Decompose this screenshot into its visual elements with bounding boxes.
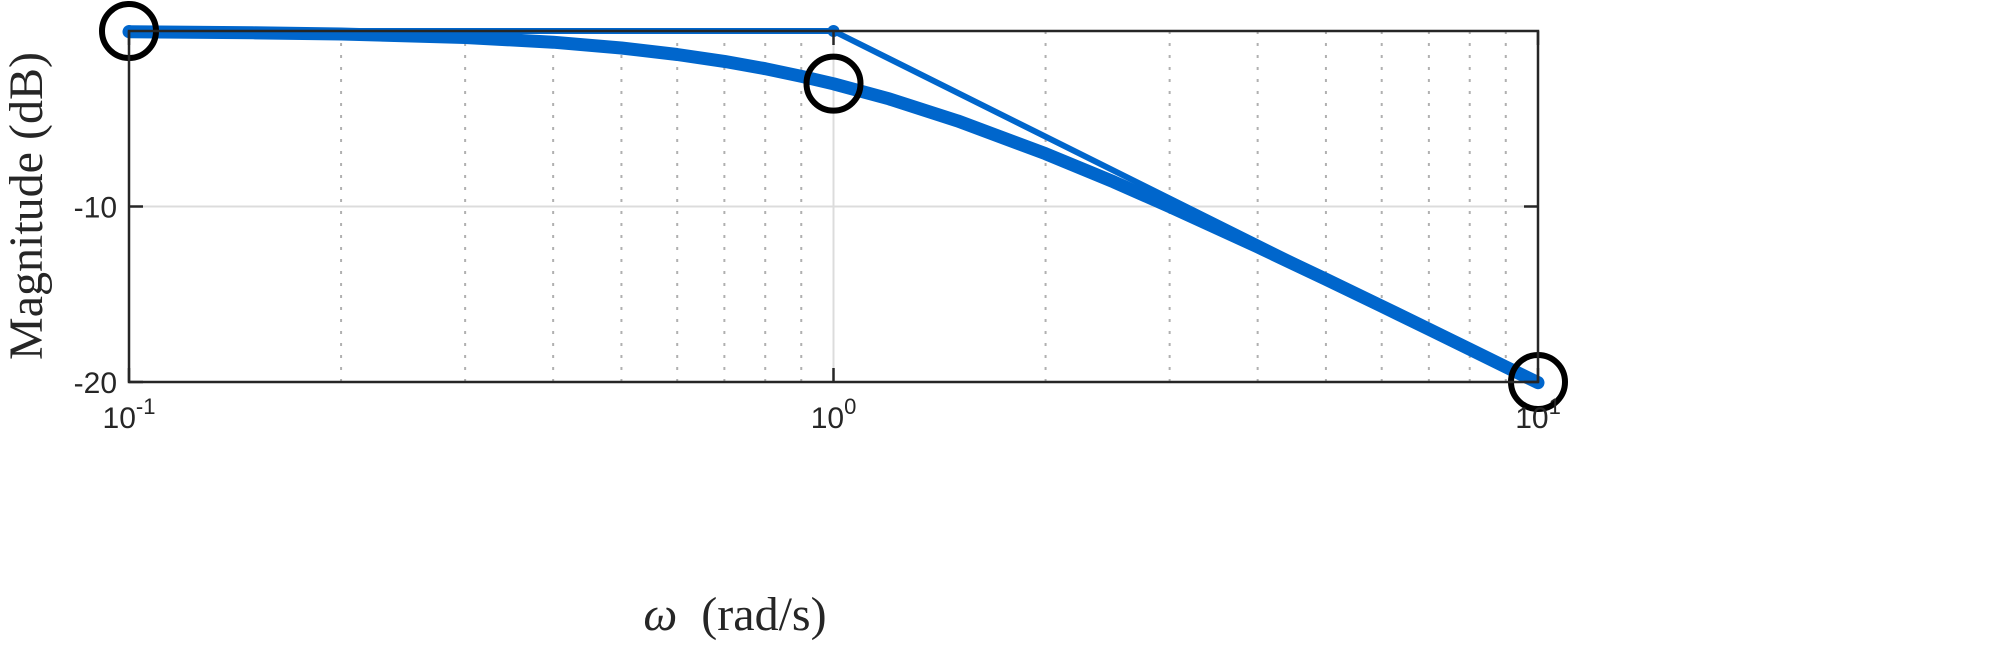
x-tick-label: 100	[811, 394, 857, 435]
x-axis-symbol: ω	[643, 588, 677, 641]
x-axis-label: ω (rad/s)	[643, 588, 826, 641]
x-tick-label: 101	[1515, 394, 1561, 435]
highlight-circle-marker	[803, 53, 864, 114]
x-tick-label-exponent: 0	[844, 394, 856, 419]
x-axis-unit: (rad/s)	[701, 588, 826, 641]
axes	[127, 29, 1540, 384]
y-tick-label: -10	[74, 192, 117, 225]
x-tick-label-base: 10	[811, 402, 844, 435]
y-axis-label: Magnitude (dB)	[0, 52, 53, 360]
x-tick-label-exponent: -1	[136, 394, 156, 419]
x-tick-label-exponent: 1	[1549, 394, 1561, 419]
x-tick-label: 10-1	[103, 394, 156, 435]
x-tick-label-base: 10	[103, 402, 136, 435]
x-tick-label-base: 10	[1515, 402, 1548, 435]
y-tick-label: -20	[74, 367, 117, 400]
